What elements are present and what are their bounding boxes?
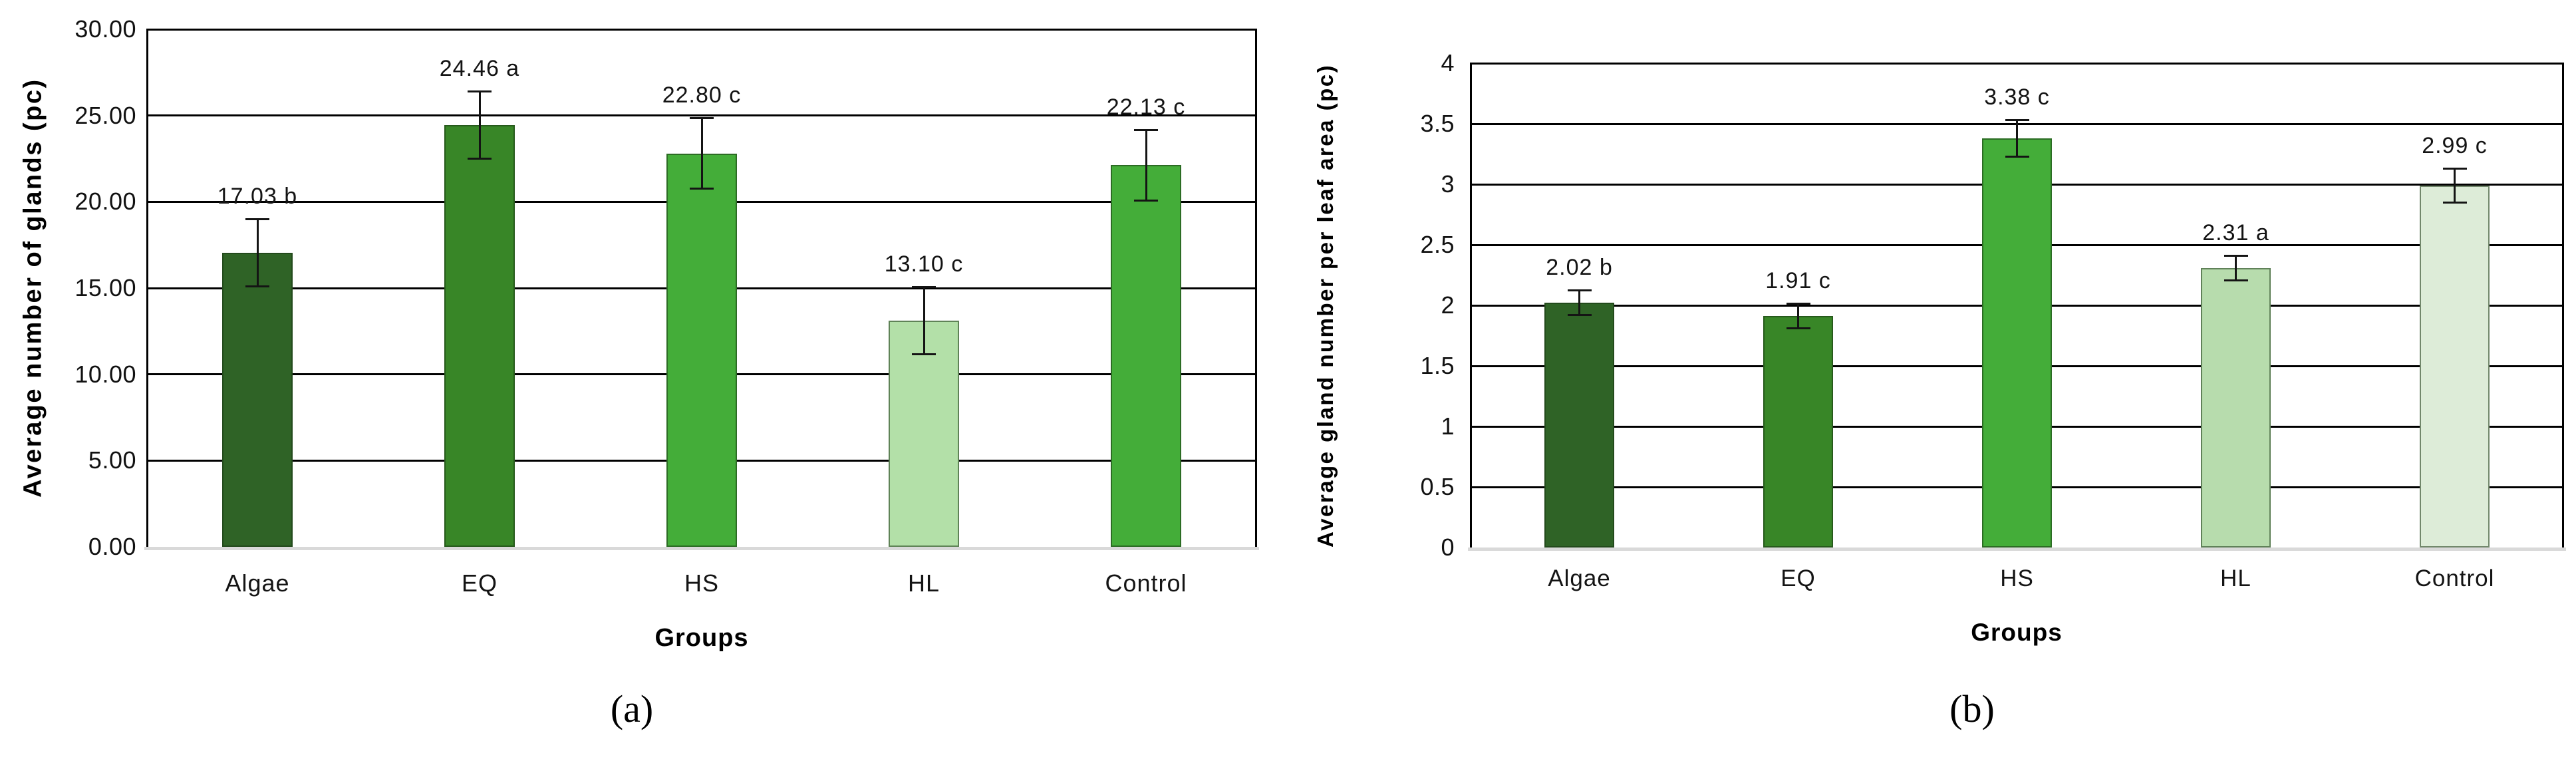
x-tick-label: Control <box>1105 569 1187 597</box>
error-bar <box>2016 118 2018 158</box>
value-label: 2.99 c <box>2422 132 2488 158</box>
y-tick-label: 0.5 <box>1420 473 1455 501</box>
bar-algae <box>1544 303 1615 547</box>
x-tick-label: Algae <box>1548 565 1611 591</box>
error-bar-cap <box>690 117 714 120</box>
gridline <box>146 28 1257 31</box>
x-tick-label: EQ <box>1781 565 1816 591</box>
x-tick-label: HS <box>2000 565 2034 591</box>
error-bar <box>923 286 925 356</box>
chart-panel-b: Average gland number per leaf area (pc) … <box>1287 0 2576 777</box>
x-tick-label: Algae <box>225 569 290 597</box>
error-bar-cap <box>1567 314 1592 317</box>
x-axis-line <box>1468 547 2566 551</box>
error-bar <box>1145 128 1147 202</box>
error-bar <box>1797 303 1799 330</box>
bar-hs <box>1981 138 2053 547</box>
y-tick-label: 4 <box>1441 49 1455 77</box>
bar-eq <box>444 124 515 547</box>
error-bar <box>478 90 481 160</box>
y-tick-label: 20.00 <box>74 188 136 216</box>
error-bar-cap <box>1567 289 1592 292</box>
y-tick-label: 2 <box>1441 291 1455 319</box>
bar-hl <box>888 321 960 547</box>
error-bar-cap <box>912 353 936 356</box>
error-bar <box>2454 167 2456 204</box>
error-bar-cap <box>245 285 269 288</box>
value-label: 1.91 c <box>1765 268 1831 294</box>
value-label: 13.10 c <box>884 251 964 277</box>
bar-control <box>2419 185 2490 547</box>
panel-caption: (b) <box>1949 687 1995 730</box>
y-tick-label: 1.5 <box>1420 352 1455 380</box>
chart-panel-a: Average number of glands (pc) Groups (a)… <box>0 0 1287 777</box>
x-tick-label: HL <box>907 569 940 597</box>
panel-caption: (a) <box>610 687 654 730</box>
x-axis-line <box>144 547 1259 550</box>
bar-hl <box>2200 267 2271 547</box>
x-tick-label: HS <box>684 569 719 597</box>
error-bar <box>700 117 703 190</box>
y-tick-label: 0 <box>1441 534 1455 561</box>
error-bar-cap <box>2005 155 2029 158</box>
value-label: 2.31 a <box>2202 220 2269 245</box>
error-bar <box>1578 289 1580 317</box>
value-label: 22.13 c <box>1106 94 1186 120</box>
bar-hs <box>666 153 738 547</box>
y-tick-label: 0.00 <box>88 533 136 561</box>
y-tick-label: 3.5 <box>1420 110 1455 138</box>
error-bar-cap <box>2442 202 2467 204</box>
error-bar-cap <box>912 286 936 289</box>
y-tick-label: 30.00 <box>74 15 136 43</box>
error-bar-cap <box>1786 303 1810 305</box>
y-tick-label: 15.00 <box>74 274 136 302</box>
y-tick-label: 25.00 <box>74 101 136 129</box>
y-tick-label: 3 <box>1441 170 1455 198</box>
error-bar-cap <box>1134 199 1158 202</box>
y-axis-title: Average gland number per leaf area (pc) <box>1313 63 1338 547</box>
x-tick-label: Control <box>2414 565 2495 591</box>
x-axis-title: Groups <box>1971 619 2063 646</box>
value-label: 24.46 a <box>439 55 520 81</box>
value-label: 3.38 c <box>1984 84 2050 110</box>
error-bar-cap <box>468 90 492 92</box>
value-label: 22.80 c <box>662 82 742 108</box>
error-bar-cap <box>1786 327 1810 330</box>
error-bar-cap <box>2223 254 2248 257</box>
value-label: 17.03 b <box>217 184 298 210</box>
x-tick-label: HL <box>2220 565 2251 591</box>
error-bar <box>2235 254 2237 281</box>
bar-control <box>1110 165 1182 547</box>
error-bar-cap <box>2005 118 2029 121</box>
x-axis-title: Groups <box>654 624 749 652</box>
error-bar-cap <box>2442 167 2467 170</box>
error-bar-cap <box>1134 128 1158 131</box>
error-bar-cap <box>245 218 269 221</box>
value-label: 2.02 b <box>1546 255 1613 281</box>
error-bar-cap <box>2223 279 2248 281</box>
y-tick-label: 2.5 <box>1420 231 1455 259</box>
bar-algae <box>221 253 293 547</box>
y-tick-label: 1 <box>1441 412 1455 440</box>
y-tick-label: 5.00 <box>88 446 136 474</box>
y-tick-label: 10.00 <box>74 360 136 388</box>
bar-eq <box>1763 316 1834 547</box>
gridline <box>1470 62 2564 65</box>
error-bar-cap <box>468 157 492 160</box>
error-bar <box>256 218 259 288</box>
x-tick-label: EQ <box>461 569 498 597</box>
error-bar-cap <box>690 188 714 190</box>
gridline <box>146 114 1257 117</box>
